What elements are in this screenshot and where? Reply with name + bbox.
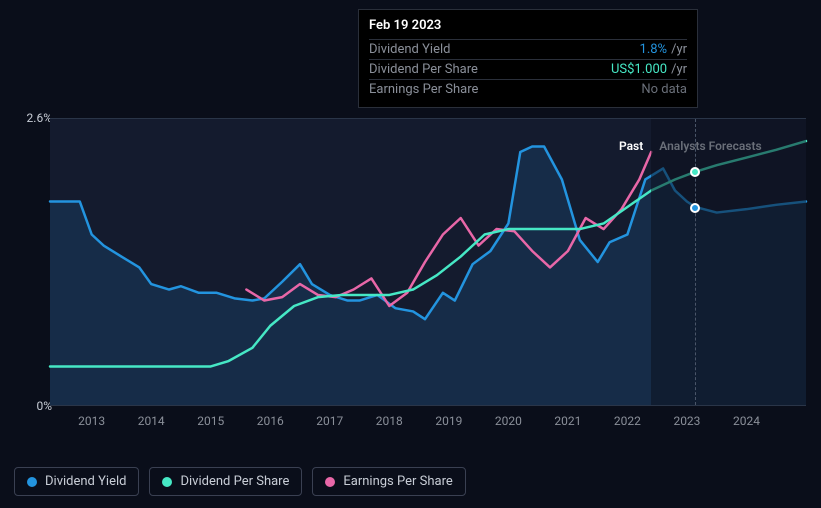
y-axis-label: 2.6% bbox=[27, 111, 52, 125]
past-label: Past bbox=[619, 139, 643, 153]
chart-marker bbox=[690, 203, 700, 213]
tooltip-date: Feb 19 2023 bbox=[369, 18, 687, 33]
tooltip-row: Dividend Per Share US$1.000/yr bbox=[369, 59, 687, 79]
chart-marker bbox=[690, 167, 700, 177]
x-axis: 2013 2014 2015 2016 2017 2018 2019 2020 2021 2022… bbox=[50, 406, 806, 444]
x-axis-label: 2019 bbox=[435, 414, 462, 428]
cursor-line bbox=[695, 119, 696, 405]
plot-area[interactable]: Past Analysts Forecasts bbox=[50, 118, 806, 406]
tooltip-row-label: Dividend Per Share bbox=[369, 62, 478, 77]
x-axis-label: 2020 bbox=[495, 414, 522, 428]
tooltip-row-label: Dividend Yield bbox=[369, 42, 450, 57]
legend-dot-icon bbox=[162, 477, 172, 487]
x-axis-label: 2015 bbox=[197, 414, 224, 428]
legend-item[interactable]: Dividend Yield bbox=[14, 467, 139, 496]
legend-item[interactable]: Earnings Per Share bbox=[312, 467, 465, 496]
legend-label: Dividend Yield bbox=[45, 474, 126, 489]
legend-item[interactable]: Dividend Per Share bbox=[149, 467, 302, 496]
x-axis-label: 2017 bbox=[316, 414, 343, 428]
legend: Dividend Yield Dividend Per Share Earnings… bbox=[14, 467, 466, 496]
tooltip-row: Earnings Per Share No data bbox=[369, 79, 687, 99]
x-axis-label: 2024 bbox=[733, 414, 760, 428]
x-axis-label: 2023 bbox=[673, 414, 700, 428]
x-axis-label: 2018 bbox=[376, 414, 403, 428]
legend-dot-icon bbox=[27, 477, 37, 487]
tooltip-row-label: Earnings Per Share bbox=[369, 82, 478, 97]
legend-label: Dividend Per Share bbox=[180, 474, 289, 489]
x-axis-label: 2021 bbox=[554, 414, 581, 428]
x-axis-label: 2022 bbox=[614, 414, 641, 428]
legend-label: Earnings Per Share bbox=[343, 474, 452, 489]
x-axis-label: 2013 bbox=[78, 414, 105, 428]
chart: 2.6%0% Past Analysts Forecasts 201320142… bbox=[14, 104, 806, 444]
forecast-shade bbox=[651, 119, 806, 405]
tooltip-row-value: 1.8%/yr bbox=[640, 42, 687, 57]
x-axis-label: 2016 bbox=[257, 414, 284, 428]
x-axis-label: 2014 bbox=[138, 414, 165, 428]
forecast-label: Analysts Forecasts bbox=[659, 139, 761, 153]
tooltip: Feb 19 2023 Dividend Yield1.8%/yrDividen… bbox=[358, 9, 698, 108]
tooltip-row-value: US$1.000/yr bbox=[611, 62, 687, 77]
tooltip-row: Dividend Yield 1.8%/yr bbox=[369, 39, 687, 59]
tooltip-row-value: No data bbox=[641, 82, 687, 97]
legend-dot-icon bbox=[325, 477, 335, 487]
